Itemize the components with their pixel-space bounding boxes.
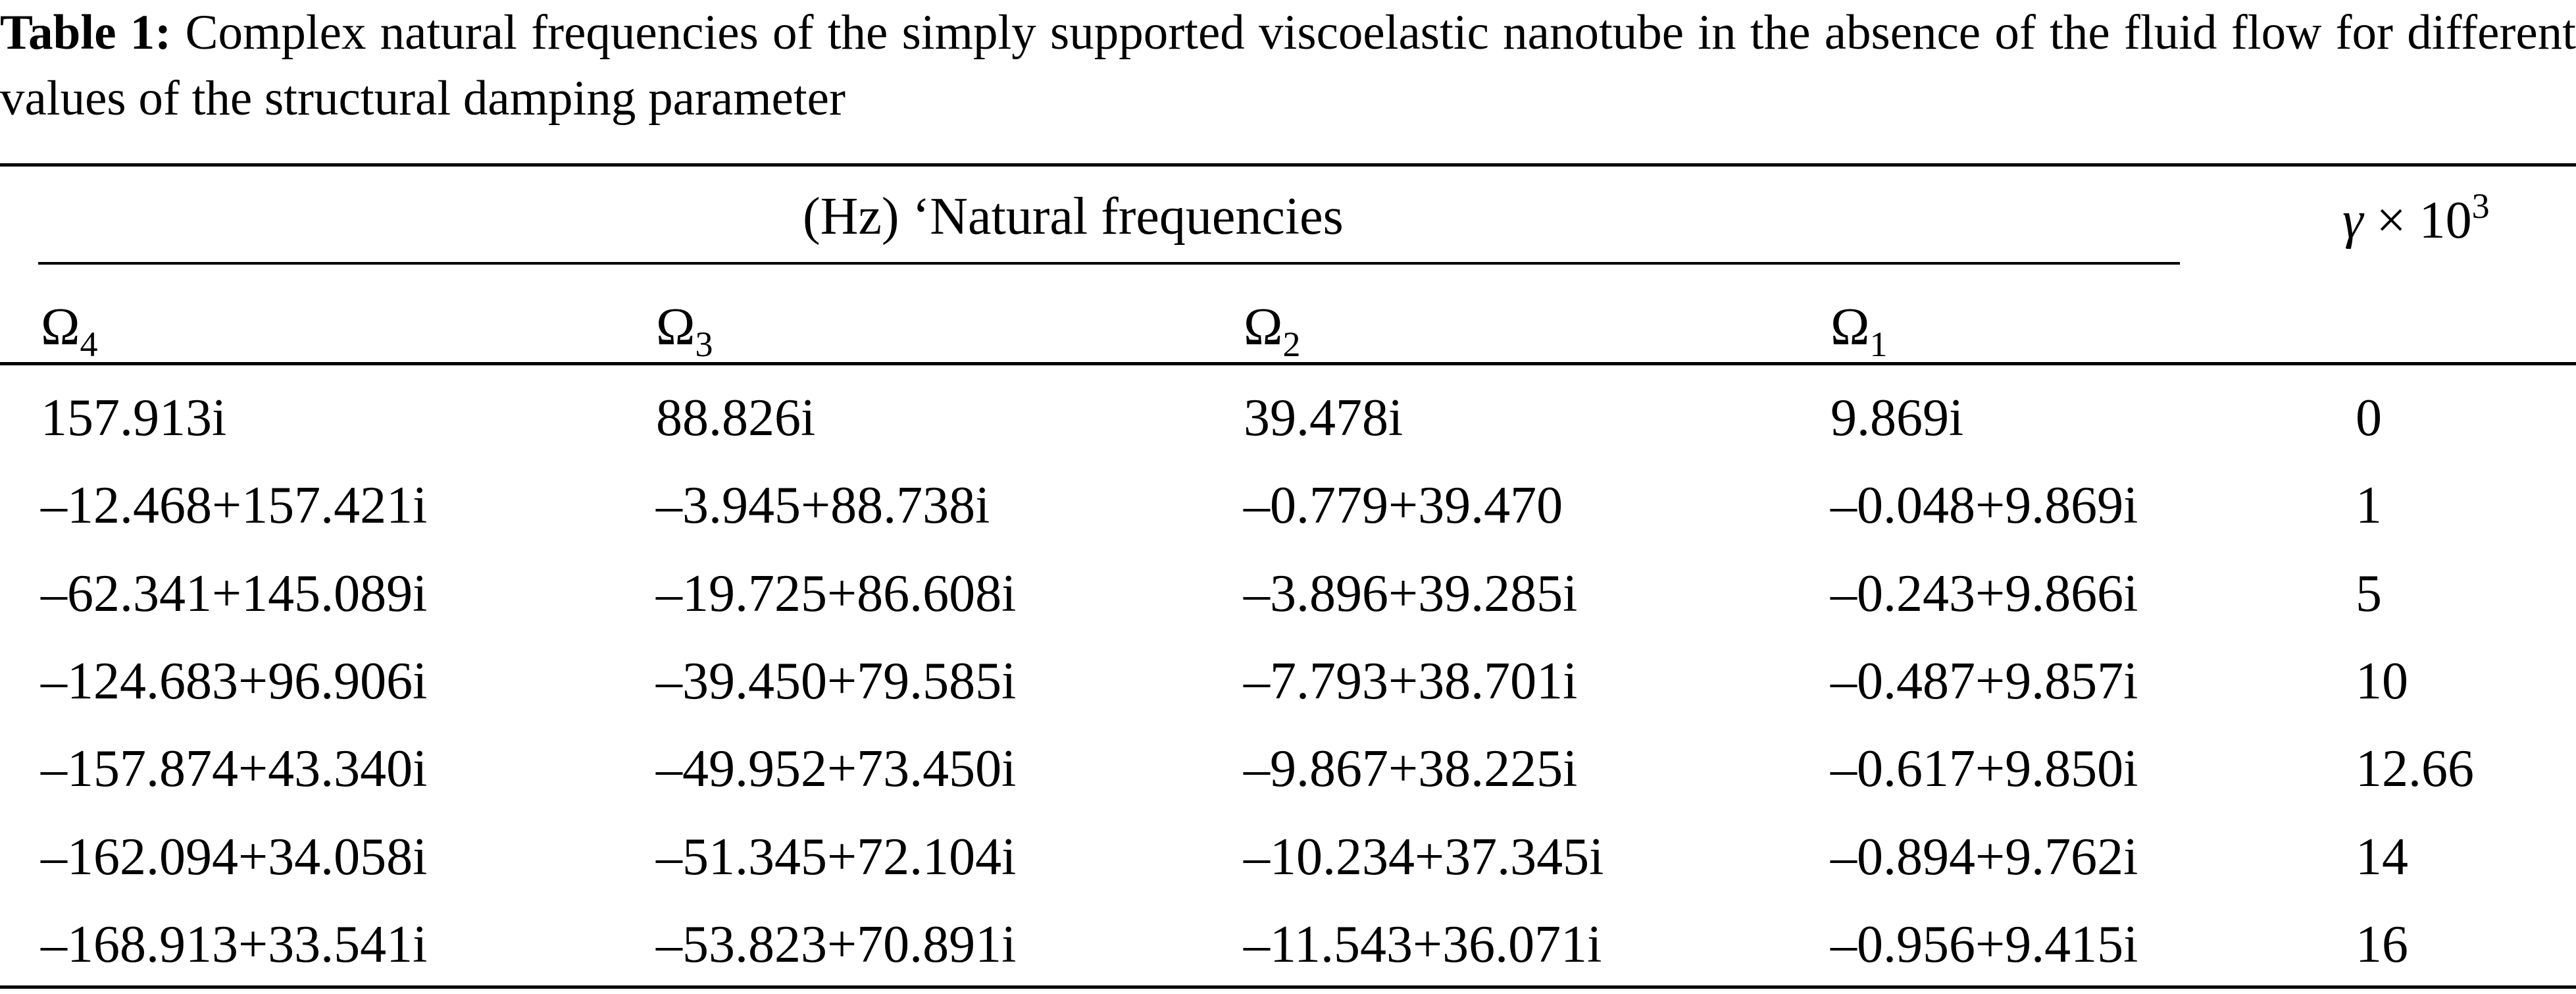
caption-label: Table 1: (0, 5, 172, 60)
table-cell-omega2: –10.234+37.345i (1244, 828, 1604, 886)
gamma-symbol: γ (2342, 192, 2363, 249)
table-cell-omega4: –124.683+96.906i (41, 652, 428, 710)
omega-symbol: Ω (41, 298, 80, 356)
table-cell-omega3: –51.345+72.104i (656, 828, 1017, 886)
omega-symbol: Ω (1244, 298, 1283, 356)
table-cell-omega2: 39.478i (1244, 389, 1403, 447)
gamma-header: γ × 103 (2342, 188, 2490, 250)
table-cell-omega3: 88.826i (656, 389, 816, 447)
table-cell-omega3: –19.725+86.608i (656, 565, 1017, 623)
gamma-times: × 10 (2376, 192, 2472, 249)
omega-symbol: Ω (656, 298, 695, 356)
omega-2-header: Ω2 (1244, 298, 1300, 362)
table-cell-omega4: –12.468+157.421i (41, 477, 428, 535)
table-cell-gamma: 10 (2356, 652, 2408, 710)
table-cell-omega4: –168.913+33.541i (41, 916, 428, 974)
group-header-rule (38, 262, 2180, 265)
table-cell-omega2: –9.867+38.225i (1244, 740, 1578, 798)
caption-text: Complex natural frequencies of the simpl… (0, 5, 2576, 126)
table-cell-omega3: –53.823+70.891i (656, 916, 1017, 974)
omega-index: 2 (1282, 325, 1301, 364)
gamma-exponent: 3 (2471, 186, 2490, 226)
table-cell-gamma: 0 (2356, 389, 2382, 447)
table-cell-omega1: –0.243+9.866i (1831, 565, 2138, 623)
table-cell-omega3: –49.952+73.450i (656, 740, 1017, 798)
natural-frequencies-header: (Hz) ‘Natural frequencies (803, 188, 1344, 246)
table-cell-omega1: –0.956+9.415i (1831, 916, 2138, 974)
table-cell-omega2: –0.779+39.470 (1244, 477, 1563, 535)
omega-4-header: Ω4 (41, 298, 97, 362)
table-cell-omega3: –3.945+88.738i (656, 477, 990, 535)
table-cell-omega1: 9.869i (1831, 389, 1964, 447)
omega-index: 1 (1869, 325, 1888, 364)
table-cell-omega1: –0.617+9.850i (1831, 740, 2138, 798)
table-cell-gamma: 1 (2356, 477, 2382, 535)
table-caption: Table 1: Complex natural frequencies of … (0, 0, 2576, 132)
table-cell-gamma: 12.66 (2356, 740, 2474, 798)
omega-index: 4 (80, 325, 98, 364)
table-bottom-rule (0, 985, 2576, 989)
table-cell-omega3: –39.450+79.585i (656, 652, 1017, 710)
table-cell-omega2: –7.793+38.701i (1244, 652, 1578, 710)
table-cell-omega4: –157.874+43.340i (41, 740, 428, 798)
table-cell-omega1: –0.048+9.869i (1831, 477, 2138, 535)
header-bottom-rule (0, 362, 2576, 365)
table-top-rule (0, 163, 2576, 167)
omega-3-header: Ω3 (656, 298, 713, 362)
table-cell-omega4: 157.913i (41, 389, 227, 447)
omega-symbol: Ω (1831, 298, 1870, 356)
omega-index: 3 (695, 325, 713, 364)
table-cell-omega1: –0.487+9.857i (1831, 652, 2138, 710)
table-cell-gamma: 16 (2356, 916, 2408, 974)
table-cell-omega1: –0.894+9.762i (1831, 828, 2138, 886)
table-cell-omega4: –162.094+34.058i (41, 828, 428, 886)
table-cell-gamma: 5 (2356, 565, 2382, 623)
table-cell-omega2: –11.543+36.071i (1244, 916, 1602, 974)
omega-1-header: Ω1 (1831, 298, 1887, 362)
table-cell-omega4: –62.341+145.089i (41, 565, 428, 623)
table-cell-gamma: 14 (2356, 828, 2408, 886)
table-cell-omega2: –3.896+39.285i (1244, 565, 1578, 623)
